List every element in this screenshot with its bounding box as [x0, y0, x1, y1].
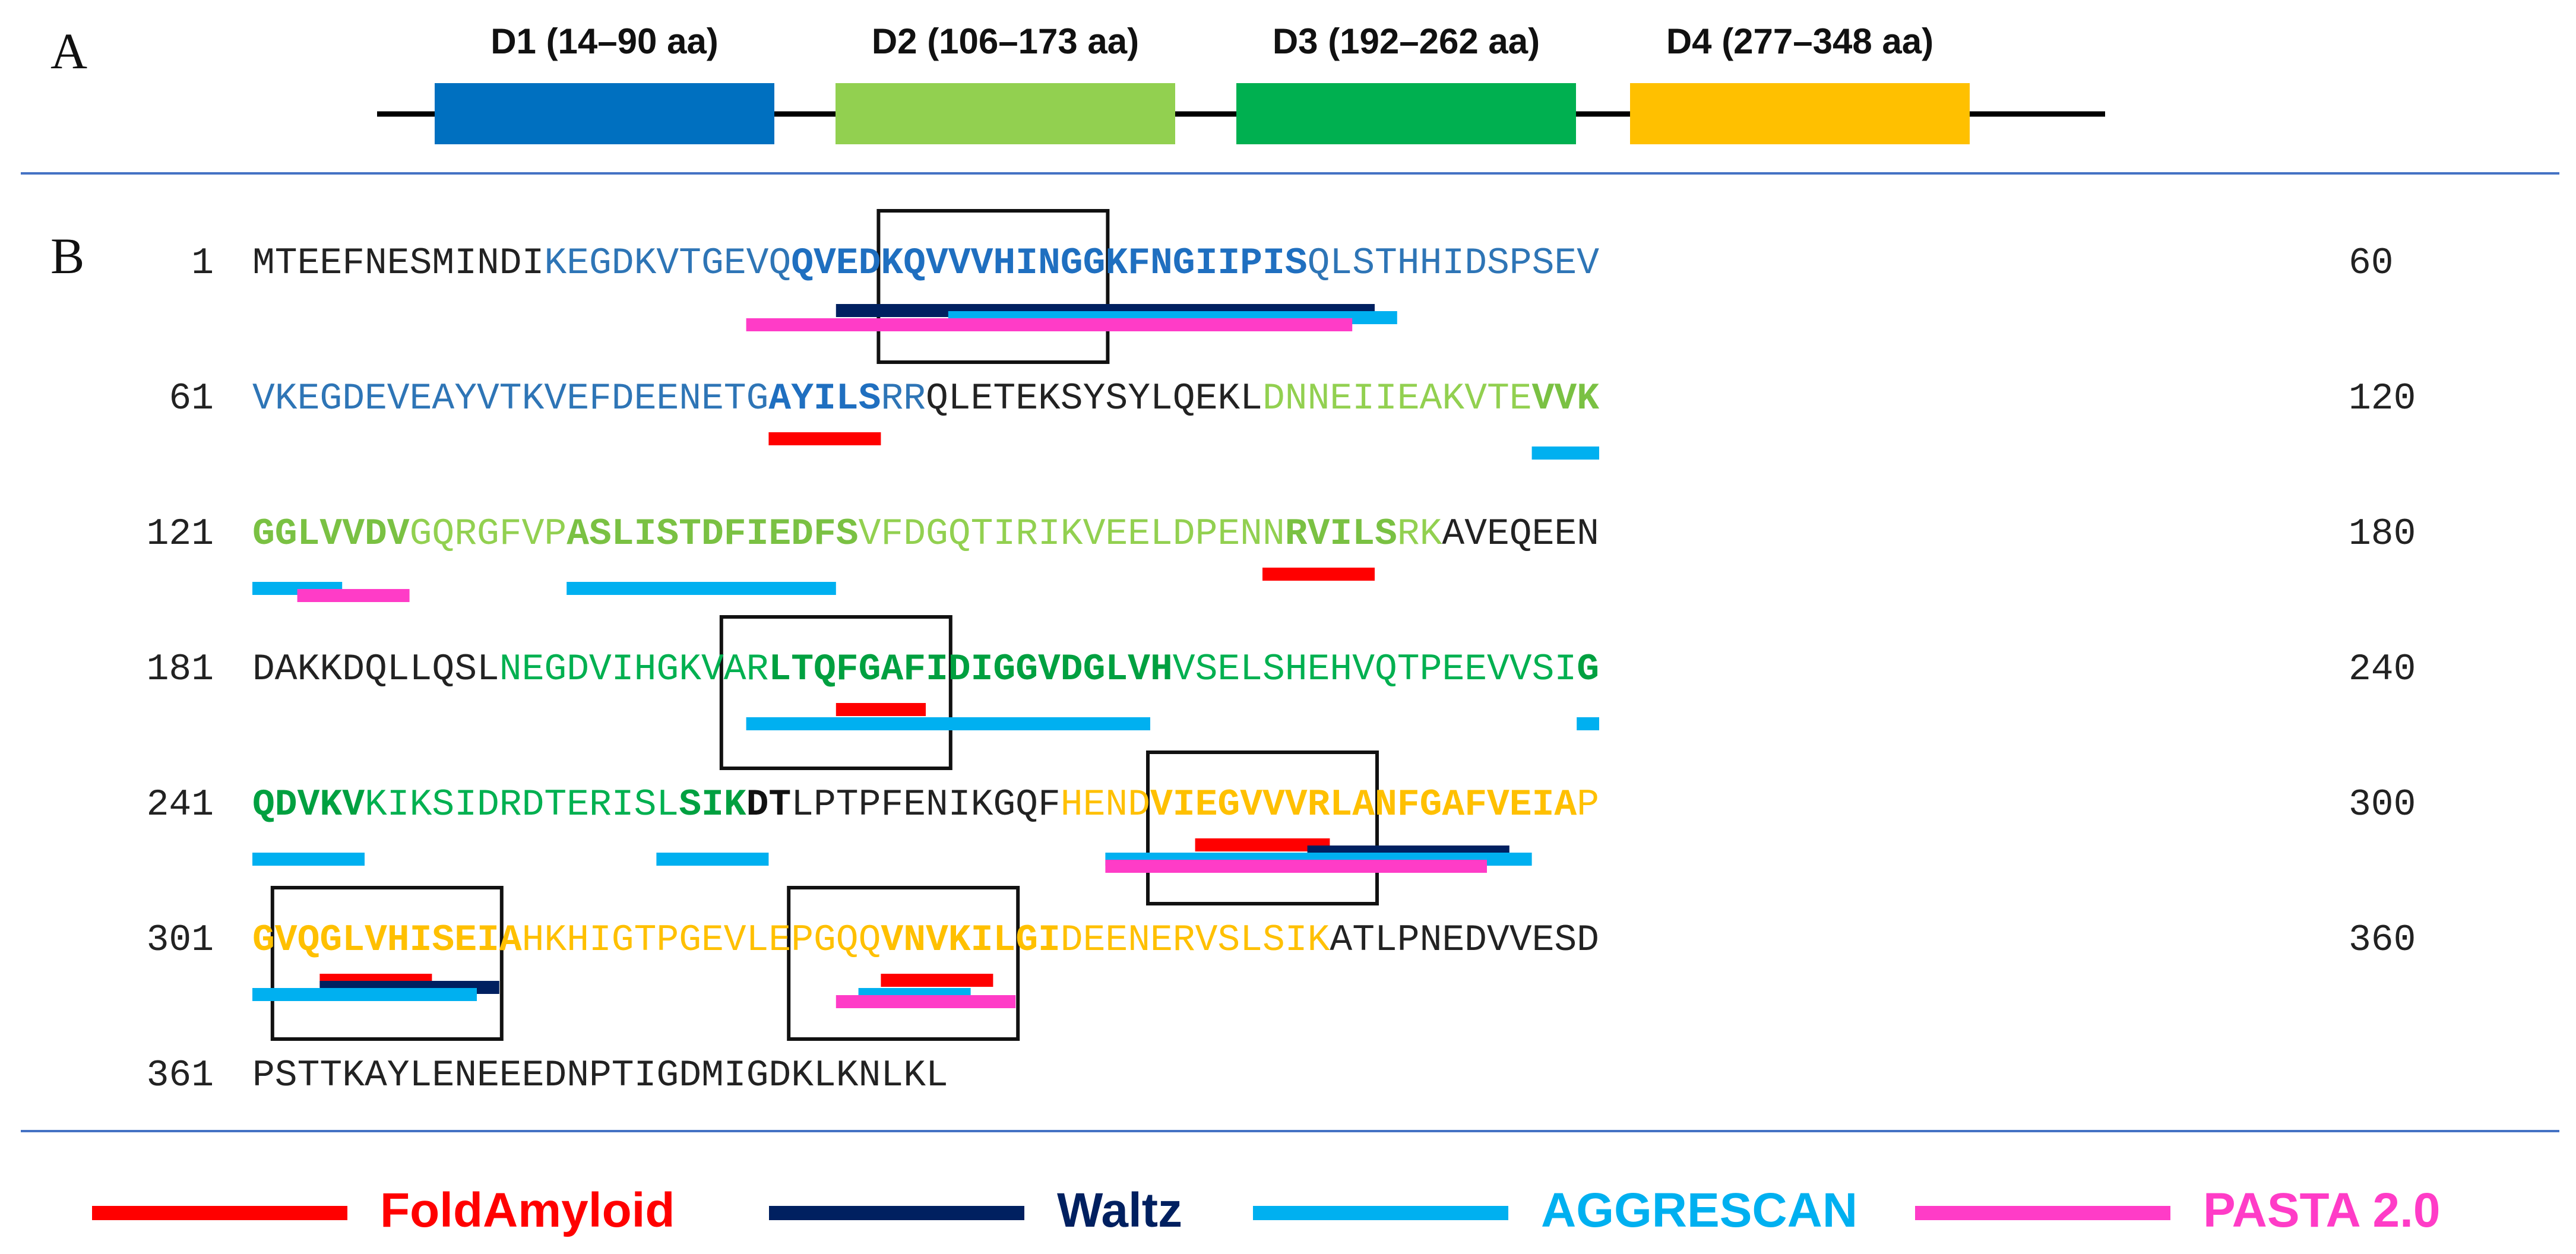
row-end-number: 300 — [2349, 784, 2416, 826]
prediction-bar — [252, 988, 477, 1001]
sequence-segment: VIEGVVVRLANFGAFVEIA — [1150, 784, 1577, 826]
sequence-segment: AVEQEEN — [1442, 513, 1599, 555]
panel-b-sequence: B 1 MTEEFNESMINDI KEGDKVTGEVQ QVEDKQVVVHINGG… — [50, 209, 2416, 1097]
sequence-segment: G — [1577, 648, 1599, 691]
sequence-segment: NEGDVIHGKVAR — [499, 648, 769, 691]
prediction-bar — [881, 974, 993, 987]
prediction-bar — [836, 703, 926, 716]
legend-label: PASTA 2.0 — [2203, 1183, 2440, 1237]
prediction-bar — [1262, 568, 1375, 581]
row-start-number: 61 — [169, 378, 214, 420]
legend-swatch — [769, 1206, 1024, 1220]
sequence-segment: QLSTHHIDSPSEV — [1308, 242, 1600, 284]
legend-label: FoldAmyloid — [380, 1183, 675, 1237]
domain-label: D4 (277–348 aa) — [1666, 21, 1933, 61]
domain-label: D1 (14–90 aa) — [490, 21, 719, 61]
sequence-segment: GVQGLVHISEIA — [252, 919, 522, 961]
sequence-segment: RVILS — [1285, 513, 1397, 555]
sequence-segment: KIKSIDRDTERISL — [365, 784, 679, 826]
legend-swatch — [1253, 1206, 1508, 1220]
sequence-segment: KEGDKVTGEVQ — [544, 242, 791, 284]
sequence-segment: LPTPFENIKGQF — [791, 784, 1061, 826]
prediction-bar — [656, 853, 769, 866]
sequence-segment: VSELSHEHVQTPEEVVSI — [1173, 648, 1577, 691]
sequence-segment: VVK — [1532, 378, 1600, 420]
domain-block — [1630, 83, 1970, 144]
legend: FoldAmyloid Waltz AGGRESCAN PASTA 2.0 — [92, 1183, 2440, 1237]
sequence-segment: PSTTKAYLENEEEDNPTIGDMIGDKLKNLKL — [252, 1054, 948, 1097]
domain-block — [836, 83, 1175, 144]
row-start-number: 301 — [147, 919, 214, 961]
row-end-number: 360 — [2349, 919, 2416, 961]
prediction-bar — [252, 853, 365, 866]
consensus-region-box — [270, 886, 504, 1041]
sequence-segment: ATLPNEDVVESD — [1330, 919, 1599, 961]
legend-label: Waltz — [1057, 1183, 1182, 1237]
sequence-segment: RK — [1397, 513, 1442, 555]
consensus-region-box — [876, 209, 1110, 364]
sequence-segment: QVEDKQVVVHINGGKFNGIIPIS — [791, 242, 1307, 284]
sequence-segment: LTQFGAFIDIGGVDGLVH — [768, 648, 1172, 691]
sequence-segment: VFDGQTIRIKVEELDPENN — [859, 513, 1285, 555]
legend-swatch — [1915, 1206, 2170, 1220]
row-start-number: 181 — [147, 648, 214, 691]
row-end-number: 240 — [2349, 648, 2416, 691]
prediction-bar — [1531, 446, 1599, 460]
prediction-bar — [746, 318, 1353, 331]
consensus-region-box — [1146, 750, 1379, 905]
sequence-segment: HEND — [1061, 784, 1150, 826]
prediction-bar — [768, 432, 881, 445]
domain-block — [435, 83, 774, 144]
domain-block — [1236, 83, 1576, 144]
sequence-segment: QLETEKSYSYLQEKL — [926, 378, 1262, 420]
sequence-segment: P — [1577, 784, 1599, 826]
row-start-number: 1 — [191, 242, 214, 284]
panel-b-label: B — [50, 227, 84, 284]
panel-a-domain-map: A D1 (14–90 aa) D2 (106–173 aa) D3 (192–262… — [50, 21, 2105, 144]
row-end-number: 60 — [2349, 242, 2394, 284]
prediction-bar — [836, 995, 1016, 1008]
prediction-bar — [1577, 717, 1599, 730]
sequence-segment: DEENERVSLSIK — [1061, 919, 1330, 961]
sequence-segment: DAKKDQLLQSL — [252, 648, 499, 691]
prediction-bar — [1105, 860, 1487, 873]
row-start-number: 241 — [147, 784, 214, 826]
sequence-segment: HKHIGTPGEVLEPGQQ — [522, 919, 881, 961]
sequence-segment: GGLVVDV — [252, 513, 410, 555]
sequence-segment: GQRGFVP — [410, 513, 567, 555]
sequence-segment: SIK — [679, 784, 746, 826]
prediction-bar — [297, 589, 410, 602]
sequence-segment: DNNEIIEAKVTE — [1262, 378, 1532, 420]
domain-label: D3 (192–262 aa) — [1273, 21, 1540, 61]
sequence-segment: ASLISTDFIEDFS — [567, 513, 858, 555]
row-end-number: 180 — [2349, 513, 2416, 555]
panel-a-label: A — [50, 23, 87, 80]
sequence-segment: RR — [881, 378, 926, 420]
sequence-segment: VNVKILGI — [881, 919, 1060, 961]
consensus-region-box — [787, 886, 1020, 1041]
prediction-bar — [567, 582, 836, 595]
prediction-bar — [746, 717, 1150, 730]
sequence-segment: AYILS — [768, 378, 881, 420]
sequence-segment: VKEGDEVEAYVTKVEFDEENETG — [252, 378, 768, 420]
sequence-segment: MTEEFNESMINDI — [252, 242, 544, 284]
sequence-segment: DT — [746, 784, 792, 826]
sequence-segment: QDVKV — [252, 784, 365, 826]
domain-label: D2 (106–173 aa) — [872, 21, 1139, 61]
legend-label: AGGRESCAN — [1541, 1183, 1857, 1237]
row-end-number: 120 — [2349, 378, 2416, 420]
row-start-number: 361 — [147, 1054, 214, 1097]
row-start-number: 121 — [147, 513, 214, 555]
prediction-bar — [1195, 838, 1330, 851]
consensus-region-box — [719, 615, 952, 770]
legend-swatch — [92, 1206, 347, 1220]
